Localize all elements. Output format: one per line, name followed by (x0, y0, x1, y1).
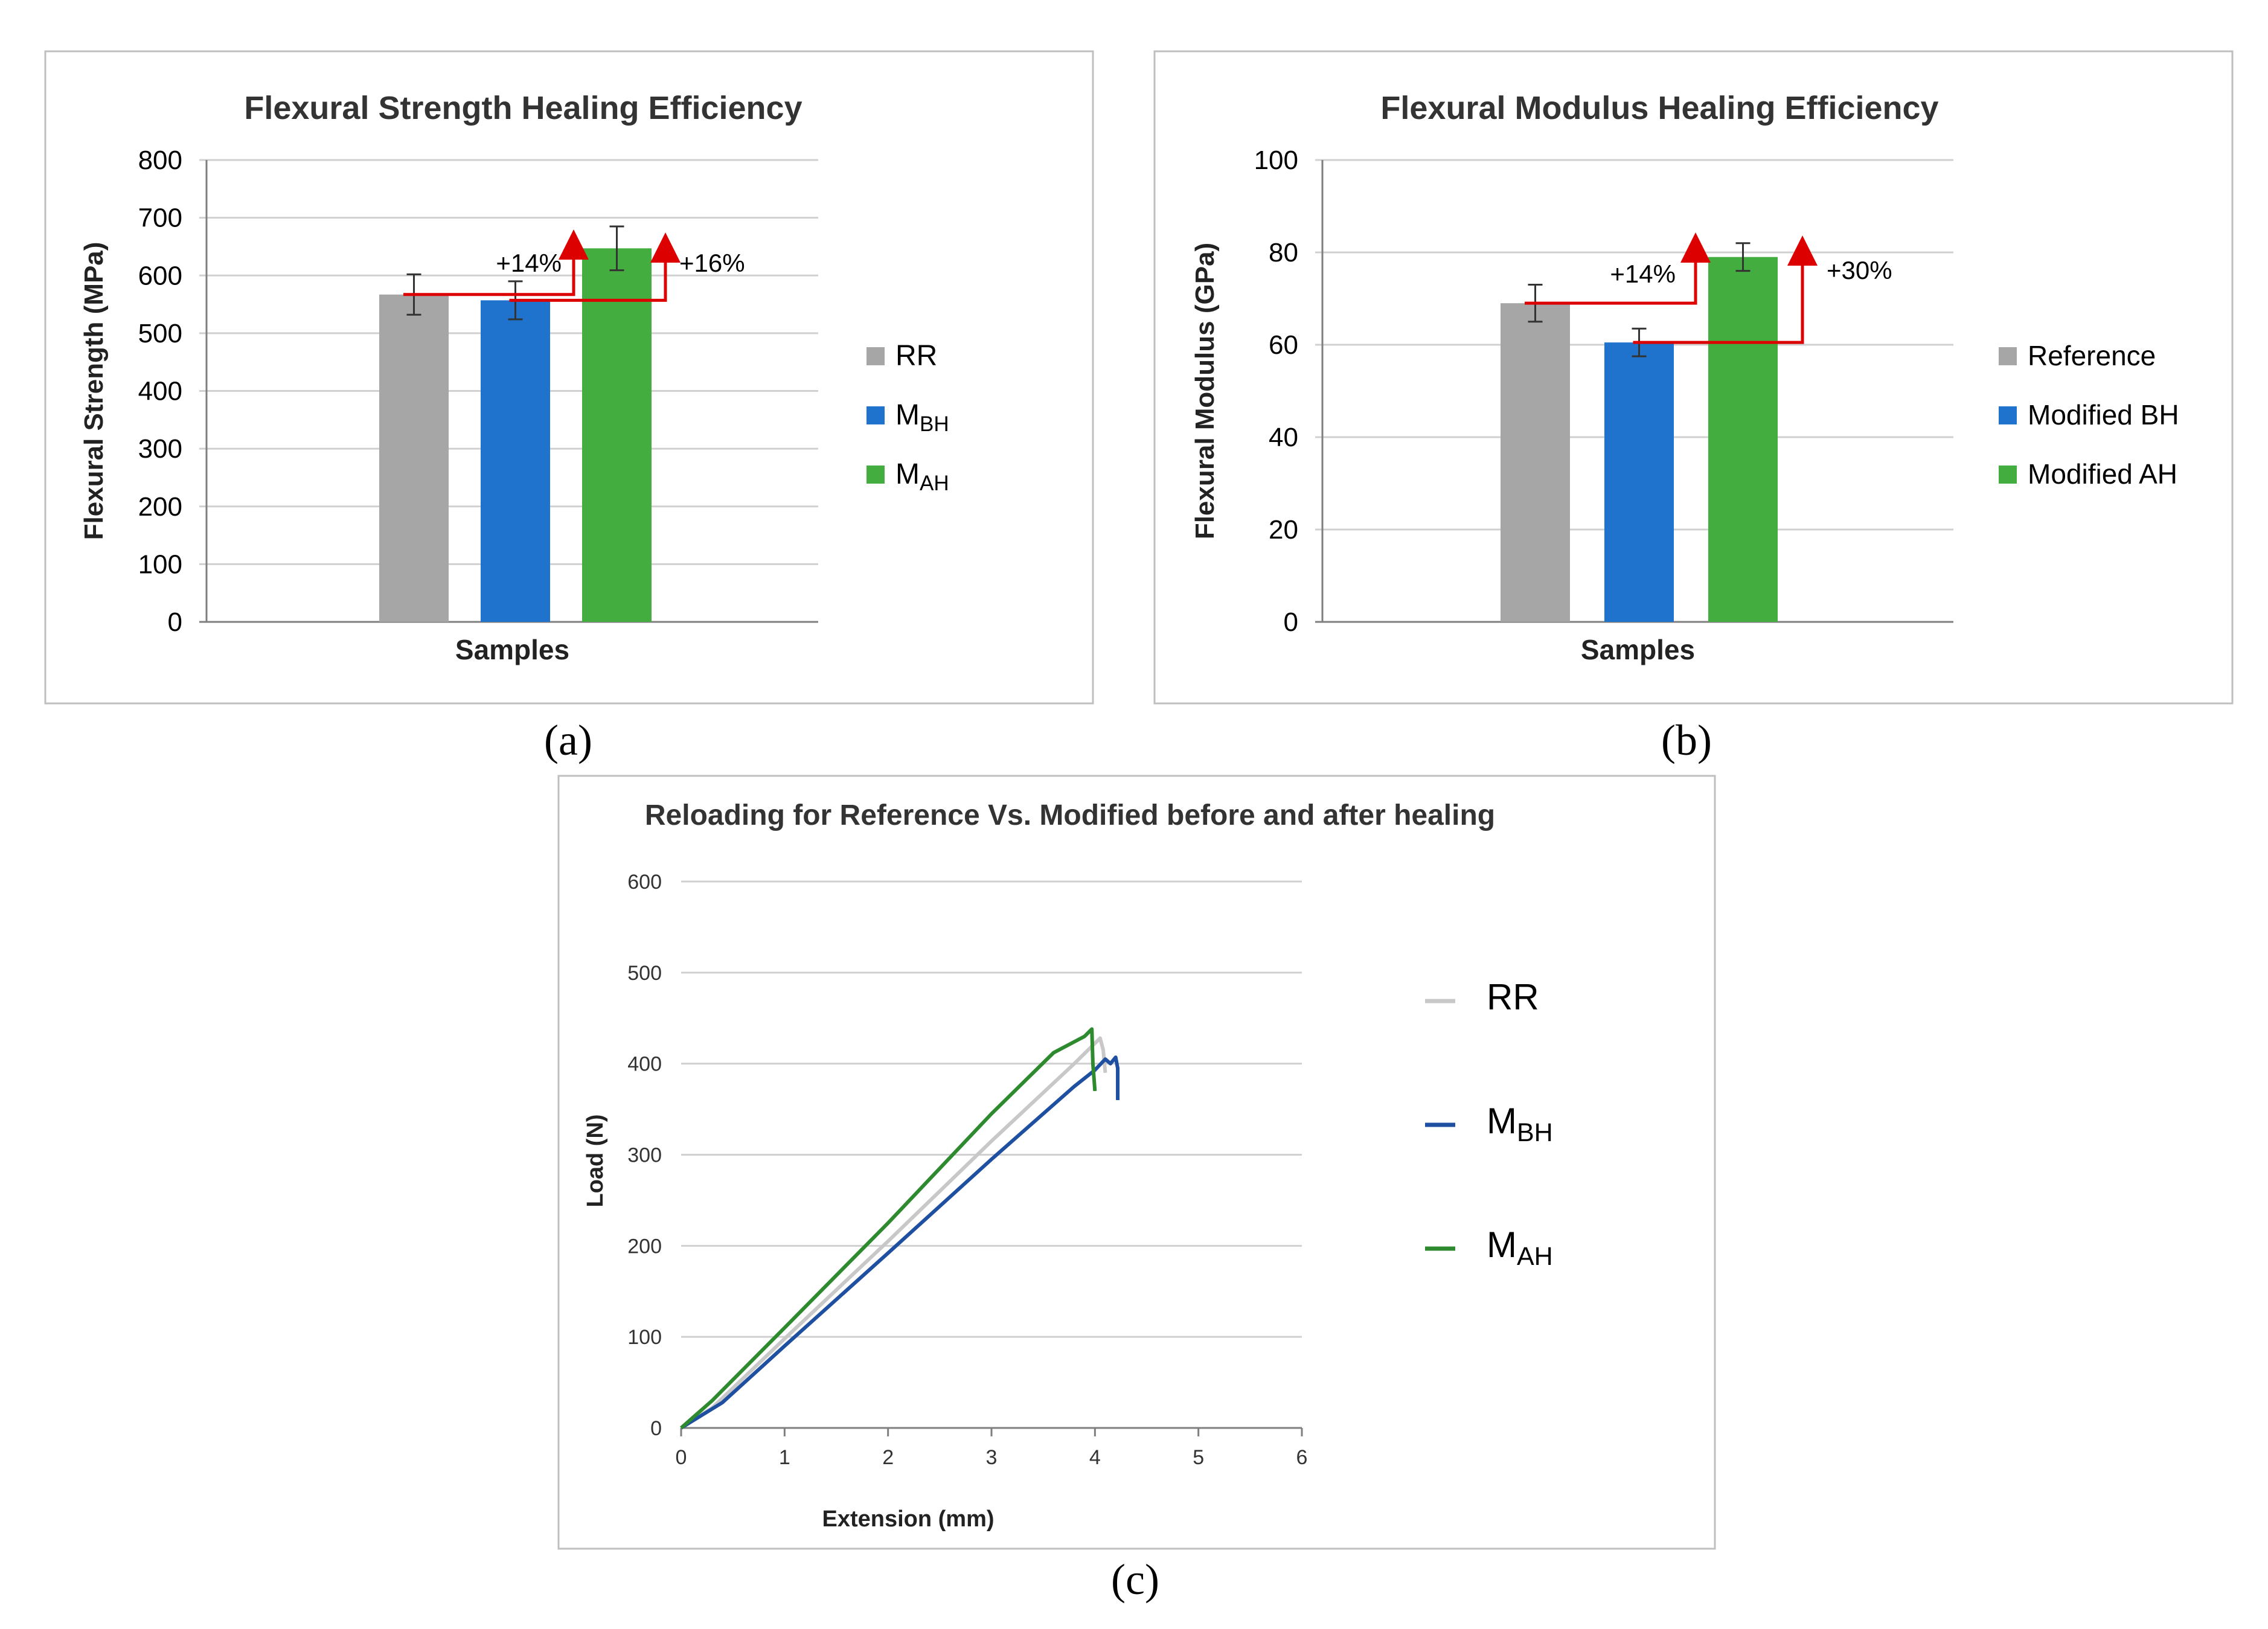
x-axis-label: Samples (455, 634, 569, 665)
series-line-rr (680, 1036, 1107, 1430)
legend-label: RR (895, 340, 937, 372)
y-tick-label: 600 (138, 261, 182, 290)
legend-label: RR (1487, 977, 1539, 1017)
x-tick-label: 4 (1089, 1446, 1101, 1469)
legend-label: Modified BH (2028, 399, 2179, 430)
legend-label: MAH (895, 458, 949, 495)
legend-label: Modified AH (2028, 458, 2177, 490)
annotation-arrow (509, 232, 681, 302)
y-axis-label: Flexural Strength (MPa) (79, 242, 109, 540)
x-axis-label: Samples (1581, 634, 1695, 665)
y-tick-label: 0 (1284, 607, 1298, 637)
legend-label: Reference (2028, 340, 2156, 371)
y-tick-label: 40 (1269, 423, 1298, 452)
y-tick-label: 0 (168, 607, 182, 637)
y-tick-label: 500 (138, 319, 182, 348)
legend-swatch (1999, 466, 2017, 484)
legend-swatch (867, 406, 885, 424)
y-tick-label: 300 (138, 434, 182, 464)
x-tick-label: 5 (1193, 1446, 1204, 1469)
series-line-mbh (680, 1055, 1120, 1430)
annotation-label: +16% (679, 249, 745, 277)
x-tick-label: 2 (882, 1446, 894, 1469)
x-tick-label: 6 (1296, 1446, 1308, 1469)
y-tick-label: 300 (627, 1144, 662, 1167)
bar-rr (379, 294, 449, 622)
annotation-arrow (1525, 232, 1711, 305)
bar-mah (582, 248, 652, 622)
series-line-mah (680, 1027, 1097, 1430)
bar-reference (1501, 303, 1570, 622)
y-tick-label: 400 (627, 1053, 662, 1076)
y-tick-label: 200 (627, 1235, 662, 1258)
panel-label-a: (a) (544, 716, 592, 764)
y-tick-label: 100 (627, 1326, 662, 1349)
y-tick-label: 20 (1269, 515, 1298, 545)
chart-title: Flexural Modulus Healing Efficiency (1380, 90, 1938, 126)
legend-swatch (1999, 347, 2017, 365)
legend-label: MBH (895, 399, 949, 436)
x-tick-label: 1 (779, 1446, 790, 1469)
y-tick-label: 700 (138, 203, 182, 233)
y-tick-label: 100 (138, 549, 182, 579)
legend-label: MBH (1487, 1101, 1553, 1147)
chart-title: Reloading for Reference Vs. Modified bef… (645, 799, 1495, 831)
bar-mbh (481, 300, 550, 622)
panel-label-b: (b) (1661, 716, 1712, 764)
legend-swatch (867, 466, 885, 484)
y-tick-label: 80 (1269, 238, 1298, 267)
bar-modified-ah (1708, 257, 1778, 622)
y-tick-label: 500 (627, 962, 662, 985)
x-axis-label: Extension (mm) (822, 1506, 994, 1532)
annotation-arrow (1633, 235, 1818, 344)
annotation-arrow (403, 229, 589, 296)
x-tick-label: 0 (676, 1446, 687, 1469)
panel-label-c: (c) (1111, 1555, 1159, 1604)
y-tick-label: 100 (1254, 146, 1298, 175)
chart-frame-c (557, 775, 1716, 1550)
y-tick-label: 800 (138, 146, 182, 175)
legend-swatch (1999, 406, 2017, 424)
legend-label: MAH (1487, 1224, 1553, 1271)
annotation-label: +30% (1827, 256, 1892, 284)
annotation-label: +14% (1610, 260, 1676, 288)
bar-modified-bh (1604, 342, 1674, 622)
y-tick-label: 200 (138, 492, 182, 522)
y-tick-label: 400 (138, 377, 182, 406)
chart-frame-b (1153, 50, 2234, 705)
annotation-label: +14% (496, 249, 562, 277)
x-tick-label: 3 (986, 1446, 998, 1469)
y-axis-label: Flexural Modulus (GPa) (1190, 243, 1220, 539)
chart-frame-a (44, 50, 1094, 705)
y-tick-label: 0 (650, 1417, 662, 1440)
chart-title: Flexural Strength Healing Efficiency (244, 90, 802, 126)
legend-swatch (867, 347, 885, 365)
y-tick-label: 600 (627, 871, 662, 894)
y-tick-label: 60 (1269, 330, 1298, 360)
y-axis-label: Load (N) (583, 1114, 608, 1207)
